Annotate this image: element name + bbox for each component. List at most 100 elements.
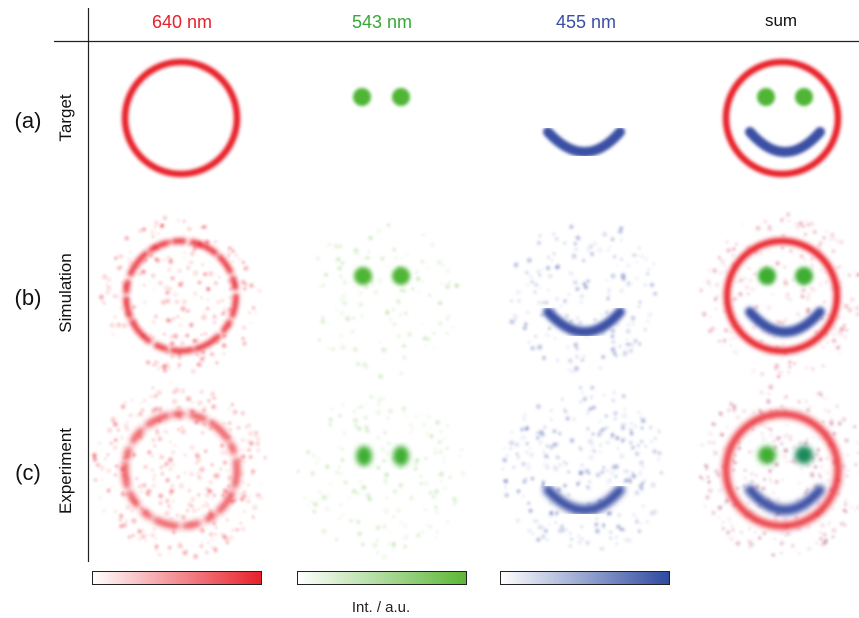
speckle-dot [609, 536, 613, 540]
speckle-dot [255, 441, 260, 446]
speckle-dot [214, 240, 217, 243]
speckle-dot [805, 463, 811, 468]
speckle-dot [837, 422, 842, 426]
speckle-dot [583, 284, 589, 290]
speckle-dot [577, 249, 580, 252]
speckle-dot [530, 476, 535, 481]
speckle-dot [779, 218, 784, 222]
speckle-dot [380, 446, 385, 452]
speckle-dot [571, 272, 574, 276]
speckle-dot [504, 487, 507, 490]
speckle-dot [256, 436, 261, 441]
speckle-dot [103, 302, 106, 305]
speckle-dot [207, 541, 210, 544]
speckle-dot [823, 300, 826, 304]
speckle-dot [187, 309, 191, 313]
speckle-dot [241, 480, 245, 484]
speckle-dot [614, 417, 617, 421]
speckle-dot [180, 426, 184, 429]
speckle-dot [597, 432, 602, 437]
speckle-dot [598, 420, 602, 423]
speckle-dot [638, 300, 642, 304]
speckle-dot [524, 414, 526, 416]
speckle-dot [204, 450, 207, 453]
speckle-dot [580, 358, 585, 362]
speckle-dot [113, 422, 118, 427]
speckle-dot [392, 548, 395, 551]
speckle-dot [818, 241, 824, 246]
experiment-green-eyes [356, 446, 409, 466]
speckle-dot [767, 469, 772, 474]
speckle-dot [635, 261, 638, 264]
speckle-dot [816, 392, 819, 396]
target-green-eyes [353, 88, 410, 106]
speckle-dot [335, 470, 339, 474]
speckle-dot [605, 279, 608, 282]
speckle-dot [153, 474, 156, 477]
speckle-dot [506, 454, 509, 457]
speckle-dot [251, 469, 256, 474]
speckle-dot [170, 381, 173, 384]
speckle-dot [593, 450, 597, 453]
speckle-dot [800, 467, 803, 470]
speckle-dot [627, 323, 630, 326]
speckle-dot [414, 415, 417, 418]
speckle-dot [783, 433, 789, 439]
speckle-dot [383, 431, 387, 435]
speckle-dot [364, 256, 368, 261]
speckle-dot [153, 289, 155, 291]
speckle-dot [399, 313, 402, 316]
speckle-dot [552, 429, 557, 434]
speckle-dot [437, 439, 443, 445]
speckle-dot [657, 458, 660, 461]
speckle-dot [771, 293, 774, 296]
speckle-dot [612, 390, 616, 395]
speckle-dot [831, 338, 837, 344]
speckle-dot [725, 240, 729, 244]
speckle-dot [854, 463, 858, 467]
speckle-dot [622, 413, 628, 419]
speckle-dot [113, 294, 117, 298]
speckle-dot [597, 247, 603, 253]
speckle-dot [409, 496, 414, 501]
speckle-dot [807, 546, 812, 551]
speckle-dot [135, 477, 139, 480]
speckle-dot [141, 529, 145, 533]
speckle-dot [92, 452, 97, 458]
speckle-dot [109, 323, 115, 328]
speckle-dot [634, 490, 640, 496]
speckle-dot [636, 443, 640, 448]
speckle-dot [389, 531, 391, 534]
speckle-dot [548, 523, 551, 526]
speckle-dot [186, 550, 188, 552]
speckle-dot [434, 447, 438, 450]
speckle-dot [642, 465, 645, 468]
speckle-dot [639, 470, 642, 474]
speckle-dot [192, 248, 197, 253]
speckle-dot [209, 509, 212, 512]
speckle-dot [550, 408, 553, 412]
speckle-dot [415, 270, 419, 274]
speckle-dot [503, 447, 506, 450]
speckle-dot [847, 469, 850, 472]
speckle-dot [816, 502, 820, 506]
speckle-dot [560, 397, 564, 401]
speckle-dot [787, 364, 792, 369]
speckle-dot [164, 461, 169, 466]
speckle-dot [107, 427, 113, 433]
speckle-dot [206, 286, 211, 291]
speckle-dot [752, 326, 756, 330]
speckle-dot [363, 415, 368, 420]
speckle-dot [606, 511, 611, 516]
speckle-dot [206, 504, 209, 508]
speckle-dot [307, 505, 309, 508]
speckle-dot [635, 277, 639, 280]
speckle-dot [208, 271, 214, 277]
speckle-dot [310, 471, 315, 476]
speckle-dot [560, 527, 566, 533]
speckle-dot [143, 465, 148, 469]
speckle-dot [773, 445, 778, 450]
speckle-dot [503, 478, 508, 484]
speckle-dot [548, 444, 554, 450]
speckle-dot [788, 360, 792, 364]
